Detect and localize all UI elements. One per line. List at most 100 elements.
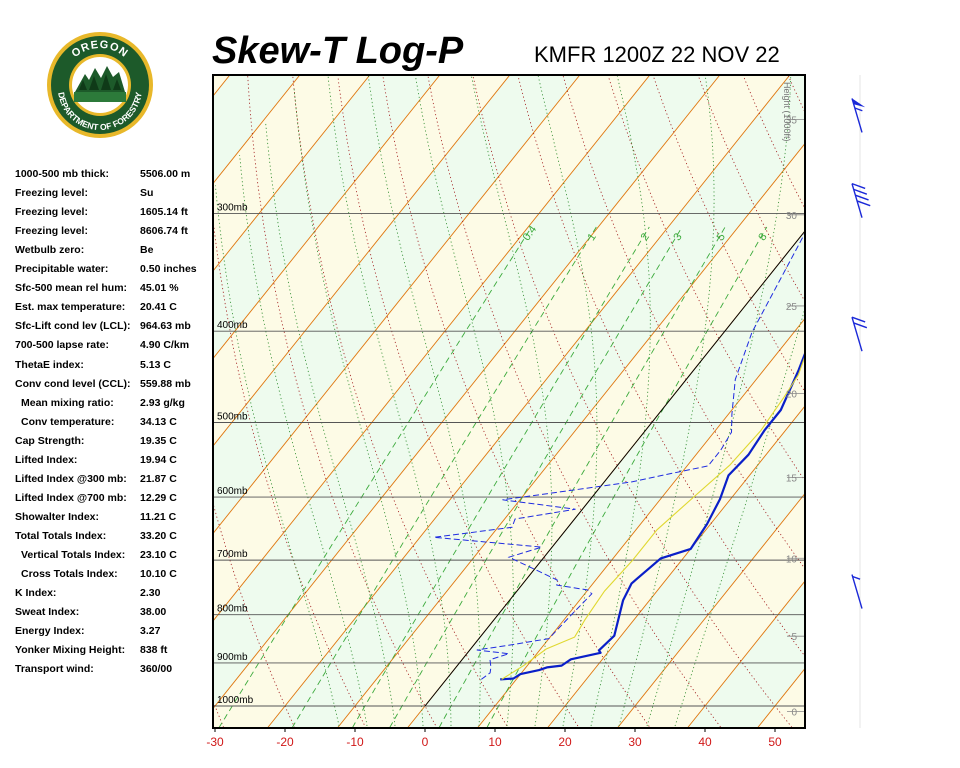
wind-barbs bbox=[851, 98, 871, 609]
index-label: ThetaE index: bbox=[15, 358, 84, 371]
index-label: Lifted Index: bbox=[15, 453, 78, 466]
isotherm-line bbox=[213, 75, 371, 272]
index-value: 838 ft bbox=[140, 644, 168, 657]
index-row: K Index: 2.30 bbox=[15, 587, 215, 606]
index-label: Sfc-Lift cond lev (LCL): bbox=[15, 320, 131, 333]
index-row: Total Totals Index: 33.20 C bbox=[15, 530, 215, 549]
index-label: Cross Totals Index: bbox=[21, 568, 118, 581]
mixing-ratio-line bbox=[218, 226, 532, 728]
wind-barb-staff bbox=[851, 183, 863, 218]
index-value: 21.87 C bbox=[140, 472, 177, 485]
plot-frame bbox=[212, 74, 806, 729]
pressure-label: 300mb bbox=[217, 203, 248, 214]
index-value: 1605.14 ft bbox=[140, 206, 188, 219]
index-label: 700-500 lapse rate: bbox=[15, 339, 109, 352]
isotherm-line bbox=[476, 317, 805, 728]
isotherm-line bbox=[616, 492, 805, 728]
pressure-label: 1000mb bbox=[217, 695, 254, 706]
index-value: 19.94 C bbox=[140, 453, 177, 466]
plot-area: 0.4 1 2 3 5 8 bbox=[0, 0, 960, 745]
dewpoint-line bbox=[433, 232, 805, 680]
index-label: Precipitable water: bbox=[15, 263, 109, 276]
wind-barb-half-feather bbox=[854, 107, 863, 112]
index-value: Be bbox=[140, 244, 154, 257]
moist-adiabat bbox=[367, 75, 481, 727]
x-axis-tick-label: 0 bbox=[422, 735, 429, 749]
index-value: 38.00 bbox=[140, 606, 167, 619]
oregon-department-of-forestry-logo: OREGON DEPARTMENT OF FORESTRY bbox=[45, 30, 155, 140]
wind-barb-feather bbox=[853, 322, 868, 329]
index-value: 34.13 C bbox=[140, 415, 177, 428]
index-row: Mean mixing ratio: 2.93 g/kg bbox=[15, 397, 215, 416]
isotherm-line bbox=[0, 0, 163, 745]
moist-adiabat bbox=[646, 75, 792, 727]
temperature-band bbox=[757, 668, 805, 728]
index-label: Yonker Mixing Height: bbox=[15, 644, 126, 657]
dry-adiabat bbox=[894, 0, 960, 745]
index-value: 0.50 inches bbox=[140, 263, 197, 276]
index-label: Freezing level: bbox=[15, 225, 88, 238]
index-row: Lifted Index @700 mb: 12.29 C bbox=[15, 492, 215, 511]
wind-barb-feather bbox=[851, 316, 866, 323]
mixing-ratio-line bbox=[388, 226, 683, 728]
temperature-band bbox=[213, 75, 790, 728]
index-row: Freezing level: 1605.14 ft bbox=[15, 206, 215, 225]
index-row: Est. max temperature: 20.41 C bbox=[15, 301, 215, 320]
index-label: 1000-500 mb thick: bbox=[15, 168, 109, 180]
index-value: 19.35 C bbox=[140, 434, 177, 447]
temperature-band bbox=[814, 0, 960, 745]
height-tick-label: 0 bbox=[791, 707, 797, 718]
index-value: 2.30 bbox=[140, 587, 161, 600]
wind-barb-feather bbox=[856, 200, 871, 207]
temperature-band bbox=[0, 0, 233, 745]
index-row: Energy Index: 3.27 bbox=[15, 625, 215, 644]
x-axis-tick-label: 10 bbox=[488, 735, 502, 749]
index-label: Freezing level: bbox=[15, 187, 88, 200]
index-row: 1000-500 mb thick: 5506.00 m bbox=[15, 168, 215, 187]
isotherm-line bbox=[213, 75, 581, 535]
isotherm-line bbox=[0, 0, 93, 745]
index-row: ThetaE index: 5.13 C bbox=[15, 359, 215, 378]
height-tick-label: 30 bbox=[786, 211, 798, 222]
index-label: Conv temperature: bbox=[21, 415, 115, 428]
moist-adiabat bbox=[265, 122, 396, 727]
moist-adiabat bbox=[470, 75, 553, 727]
mixing-ratio-label: 5 bbox=[715, 231, 728, 243]
index-row: Yonker Mixing Height: 838 ft bbox=[15, 644, 215, 663]
wind-barb-staff bbox=[851, 316, 863, 352]
station-time-label: KMFR 1200Z 22 NOV 22 bbox=[534, 42, 780, 67]
isotherm-line bbox=[213, 75, 651, 622]
mixing-ratio-line bbox=[351, 226, 650, 728]
index-value: 20.41 C bbox=[140, 301, 177, 314]
moist-adiabat bbox=[293, 86, 424, 727]
index-value: 3.27 bbox=[140, 625, 161, 638]
pressure-label: 700mb bbox=[217, 549, 248, 560]
isotherm-line bbox=[0, 0, 233, 745]
index-label: Freezing level: bbox=[15, 206, 88, 219]
index-row: Cap Strength: 19.35 C bbox=[15, 435, 215, 454]
index-row: Showalter Index: 11.21 C bbox=[15, 511, 215, 530]
index-row: Sfc-Lift cond lev (LCL): 964.63 mb bbox=[15, 320, 215, 339]
index-label: Lifted Index @300 mb: bbox=[15, 472, 127, 485]
index-label: Wetbulb zero: bbox=[15, 244, 85, 257]
index-value: 11.21 C bbox=[140, 510, 177, 523]
temperature-band bbox=[0, 0, 163, 745]
isotherm-line bbox=[213, 75, 721, 710]
dry-adiabat bbox=[337, 75, 580, 728]
index-value: 559.88 mb bbox=[140, 377, 191, 390]
index-label: Sweat Index: bbox=[15, 606, 80, 619]
height-tick-label: 5 bbox=[791, 632, 797, 643]
height-tick-label: 35 bbox=[786, 116, 798, 127]
index-row: Conv temperature: 34.13 C bbox=[15, 416, 215, 435]
index-row: Freezing level: Su bbox=[15, 187, 215, 206]
index-row: Vertical Totals Index: 23.10 C bbox=[15, 549, 215, 568]
index-value: 23.10 C bbox=[140, 549, 177, 561]
index-value: Su bbox=[140, 187, 154, 200]
index-row: Cross Totals Index: 10.10 C bbox=[15, 568, 215, 587]
index-label: Energy Index: bbox=[15, 625, 85, 638]
index-row: Sfc-500 mean rel hum: 45.01 % bbox=[15, 282, 215, 301]
x-axis-tick-label: -20 bbox=[276, 735, 294, 749]
x-axis-tick-label: -30 bbox=[206, 735, 224, 749]
isotherm-line bbox=[336, 142, 805, 728]
